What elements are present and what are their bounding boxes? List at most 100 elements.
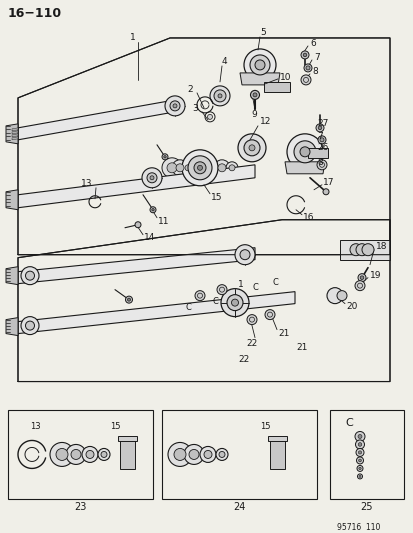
Polygon shape [240,73,279,85]
Circle shape [326,288,342,304]
Circle shape [293,141,315,163]
Circle shape [176,164,183,172]
Circle shape [355,448,363,456]
Text: 12: 12 [259,117,271,126]
Circle shape [216,448,228,461]
Circle shape [349,244,361,256]
Circle shape [315,124,323,132]
Circle shape [161,154,168,160]
Polygon shape [12,128,18,131]
Text: 14: 14 [144,233,155,242]
Text: 7: 7 [316,132,322,141]
Text: 1: 1 [237,280,243,289]
Circle shape [316,160,326,170]
Polygon shape [12,137,18,140]
Text: 13: 13 [30,422,40,431]
Text: 27: 27 [316,119,328,128]
Polygon shape [120,440,135,470]
Text: 10: 10 [279,74,291,83]
Polygon shape [263,82,289,92]
Bar [161,409,316,499]
Circle shape [322,189,328,195]
Circle shape [185,165,190,171]
Circle shape [171,160,188,176]
Text: 26: 26 [316,143,328,152]
Circle shape [336,290,346,301]
Circle shape [356,465,362,471]
Circle shape [317,136,325,144]
Bar [8,409,153,499]
Circle shape [300,51,308,59]
Polygon shape [267,437,286,441]
Circle shape [168,442,192,466]
Circle shape [21,266,39,285]
Circle shape [264,310,274,320]
Circle shape [218,164,225,172]
Text: 16: 16 [302,213,314,222]
Circle shape [182,150,218,186]
Text: C: C [271,278,277,287]
Circle shape [303,64,311,72]
Circle shape [237,134,266,162]
Circle shape [182,162,194,174]
Circle shape [249,55,269,75]
Circle shape [21,317,39,335]
Text: C: C [211,297,217,306]
Polygon shape [6,318,18,336]
Circle shape [195,290,204,301]
Circle shape [254,60,264,70]
Polygon shape [6,266,18,285]
Circle shape [357,443,361,446]
Polygon shape [18,292,294,334]
Text: 8: 8 [316,158,322,167]
Circle shape [125,296,132,303]
Circle shape [358,467,360,470]
Circle shape [150,176,154,180]
Circle shape [355,244,367,256]
Circle shape [135,222,141,228]
Circle shape [226,295,242,311]
Circle shape [354,432,364,441]
Circle shape [164,156,166,158]
Text: 2: 2 [187,85,192,94]
Circle shape [214,90,225,102]
Circle shape [305,66,309,70]
Circle shape [354,281,364,290]
Polygon shape [307,148,327,158]
Circle shape [243,49,275,81]
Circle shape [221,289,248,317]
Text: 21: 21 [295,343,306,352]
Circle shape [319,138,323,142]
Circle shape [300,75,310,85]
Circle shape [173,448,185,461]
Circle shape [299,147,309,157]
Polygon shape [18,100,175,140]
Polygon shape [18,248,254,284]
Circle shape [189,449,199,459]
Text: 1: 1 [130,34,135,43]
Circle shape [166,163,177,173]
Circle shape [165,96,185,116]
Text: 20: 20 [345,302,356,311]
Circle shape [218,94,221,98]
Circle shape [355,440,363,449]
Polygon shape [269,440,284,470]
Circle shape [101,451,107,457]
Text: 11: 11 [158,217,169,226]
Text: 5: 5 [259,28,265,37]
Text: 7: 7 [313,53,319,62]
Polygon shape [339,240,389,260]
Circle shape [357,434,361,439]
Circle shape [250,91,259,99]
Circle shape [231,299,238,306]
Circle shape [358,459,361,462]
Text: 24: 24 [232,503,244,512]
Circle shape [235,245,254,265]
Text: 19: 19 [369,271,380,280]
Circle shape [357,474,362,479]
Polygon shape [12,131,18,134]
Text: C: C [252,283,257,292]
Text: 13: 13 [80,179,92,188]
Circle shape [228,165,235,171]
Polygon shape [18,165,254,208]
